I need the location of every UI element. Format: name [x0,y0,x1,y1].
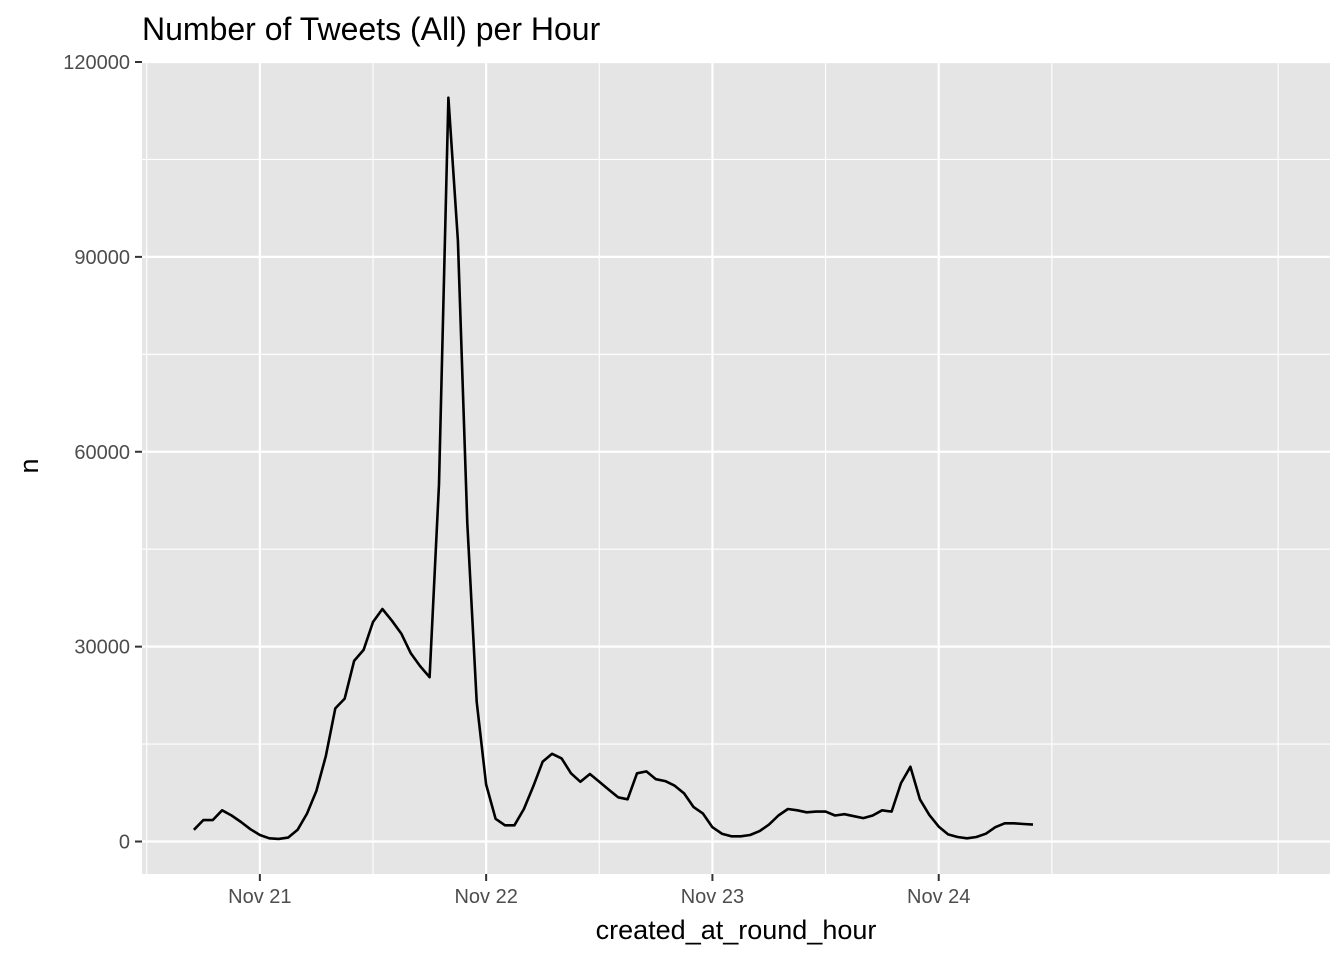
chart-title: Number of Tweets (All) per Hour [142,11,601,47]
y-tick-label: 30000 [74,637,130,659]
major-gridlines [142,60,1330,874]
x-tick-label: Nov 22 [454,886,517,908]
plot-panel [142,62,1330,874]
x-tick-label: Nov 23 [681,886,744,908]
y-tick-label: 120000 [63,52,130,74]
minor-gridlines [142,62,1330,874]
x-axis-title: created_at_round_hour [596,915,877,945]
y-axis: 0 30000 60000 90000 120000 [63,52,142,854]
y-tick-label: 0 [119,832,130,854]
x-axis: Nov 21 Nov 22 Nov 23 Nov 24 [228,874,970,908]
y-tick-label: 90000 [74,247,130,269]
y-tick-label: 60000 [74,442,130,464]
y-axis-title: n [14,458,44,473]
series-line [192,96,1034,841]
x-tick-label: Nov 21 [228,886,291,908]
x-tick-label: Nov 24 [907,886,970,908]
